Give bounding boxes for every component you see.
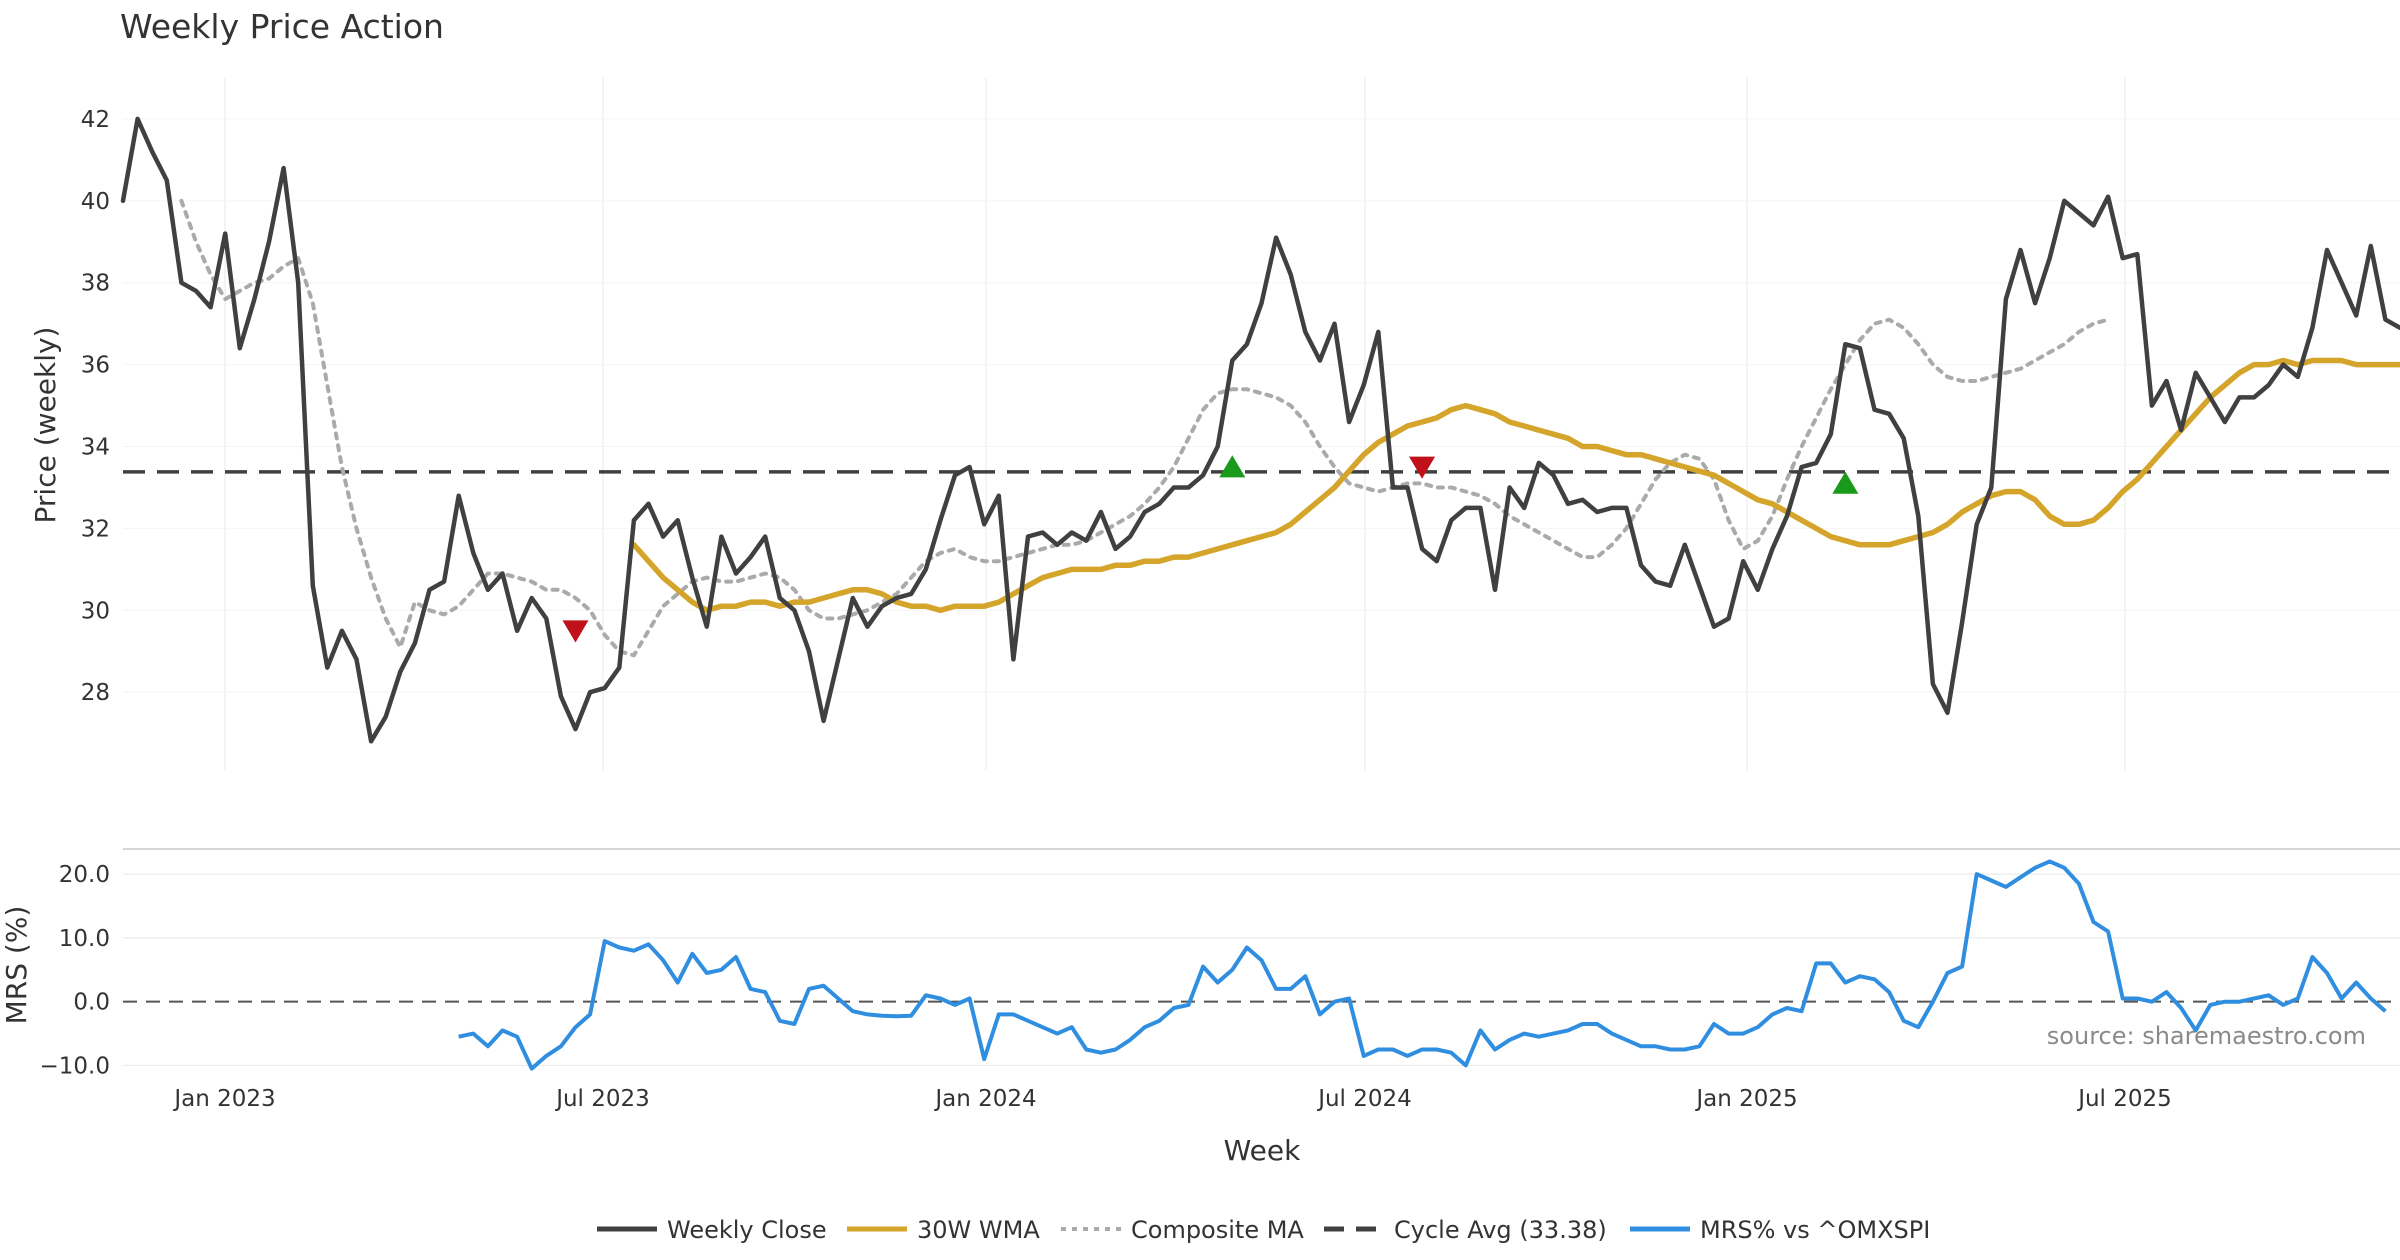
- x-tick-label: Jan 2023: [172, 1086, 275, 1112]
- wma-30w-line: [631, 357, 2400, 614]
- buy-signal-marker: [1219, 455, 1246, 478]
- mrs-y-tick-label: 10.0: [59, 926, 110, 952]
- legend-label: Cycle Avg (33.38): [1394, 1216, 1607, 1244]
- price-grid: [123, 78, 2400, 770]
- x-tick-label: Jul 2023: [554, 1086, 650, 1112]
- price-y-tick-label: 34: [81, 435, 110, 461]
- x-ticks: Jan 2023 Jul 2023 Jan 2024 Jul 2024 Jan 2025…: [172, 1086, 2171, 1112]
- mrs-grid: [123, 848, 2400, 1067]
- price-y-ticks: 28 30 32 34 36 38 40 42: [81, 107, 110, 706]
- x-tick-label: Jan 2025: [1694, 1086, 1797, 1112]
- price-y-tick-label: 28: [81, 680, 110, 706]
- weekly-close-line: [120, 116, 2400, 744]
- mrs-y-tick-label: 0.0: [73, 990, 110, 1016]
- legend-label: 30W WMA: [917, 1216, 1040, 1244]
- x-tick-label: Jan 2024: [933, 1086, 1036, 1112]
- mrs-plot: [123, 859, 2400, 1071]
- buy-signal-marker: [1832, 471, 1859, 494]
- chart-title: Weekly Price Action: [120, 7, 444, 46]
- legend-label: Composite MA: [1131, 1216, 1304, 1244]
- mrs-y-tick-label: −10.0: [40, 1053, 110, 1079]
- price-y-tick-label: 32: [81, 516, 110, 542]
- price-y-tick-label: 38: [81, 271, 110, 297]
- price-y-tick-label: 42: [81, 107, 110, 133]
- mrs-line: [458, 859, 2387, 1071]
- legend-label: Weekly Close: [667, 1216, 827, 1244]
- price-y-tick-label: 40: [81, 189, 110, 215]
- legend: Weekly Close 30W WMA Composite MA Cycle Avg…: [597, 1216, 1930, 1244]
- sell-signal-marker: [562, 620, 589, 643]
- price-plot: [120, 116, 2400, 744]
- mrs-y-axis-label: MRS (%): [0, 906, 33, 1025]
- x-tick-label: Jul 2025: [2076, 1086, 2172, 1112]
- price-y-axis-label: Price (weekly): [29, 327, 62, 524]
- x-axis-label: Week: [1224, 1134, 1301, 1167]
- source-watermark: source: sharemaestro.com: [2047, 1022, 2366, 1050]
- legend-label: MRS% vs ^OMXSPI: [1700, 1216, 1930, 1244]
- price-y-tick-label: 36: [81, 353, 110, 379]
- price-y-tick-label: 30: [81, 598, 110, 624]
- sell-signal-marker: [1409, 456, 1436, 479]
- mrs-y-tick-label: 20.0: [59, 862, 110, 888]
- x-tick-label: Jul 2024: [1316, 1086, 1412, 1112]
- mrs-y-ticks: 20.0 10.0 0.0 −10.0: [40, 862, 110, 1079]
